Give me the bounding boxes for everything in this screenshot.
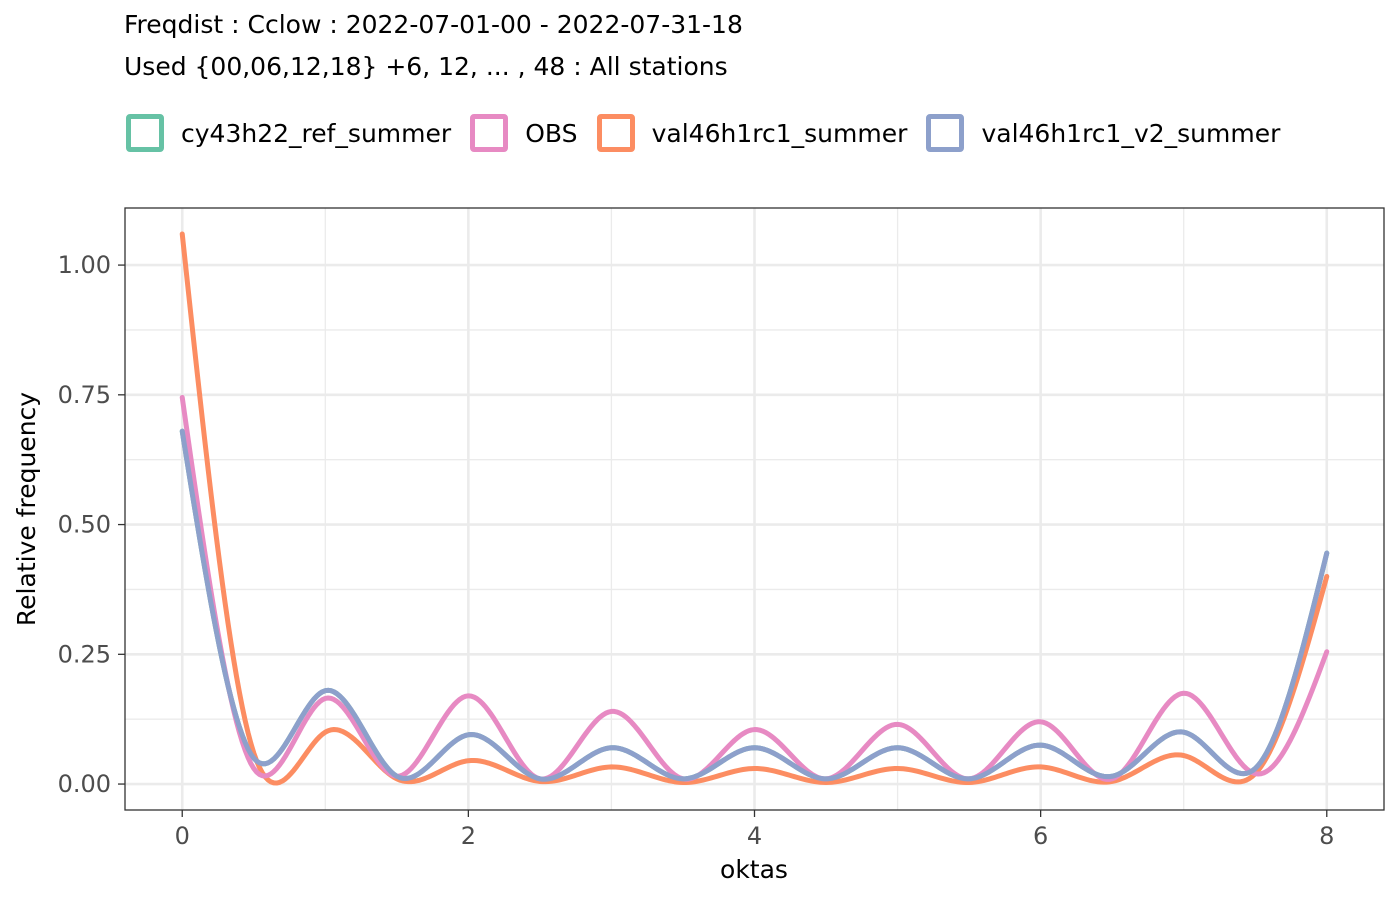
y-axis: 0.00 0.25 0.50 0.75 1.00 <box>58 251 125 798</box>
legend-item-val46h1rc1-summer: val46h1rc1_summer <box>596 114 908 152</box>
grid-major <box>125 208 1384 810</box>
y-tick-label: 1.00 <box>58 251 111 279</box>
legend: cy43h22_ref_summer OBS val46h1rc1_summer… <box>126 114 1294 160</box>
series-line-val46h1rc1-summer <box>179 231 1330 786</box>
legend-key-val46h1rc1-summer <box>596 114 635 152</box>
legend-label-obs: OBS <box>525 118 578 148</box>
legend-label-val46h1rc1-v2-summer: val46h1rc1_v2_summer <box>981 118 1281 148</box>
x-tick-label: 6 <box>1033 822 1048 850</box>
x-tick-label: 8 <box>1319 822 1334 850</box>
series-lines <box>179 231 1330 786</box>
chart-title: Freqdist : Cclow : 2022-07-01-00 - 2022-… <box>124 10 743 39</box>
legend-key-obs <box>470 114 509 152</box>
legend-key-cy43h22-ref-summer <box>126 114 164 152</box>
x-axis-title: oktas <box>720 855 788 884</box>
x-tick-label: 0 <box>175 822 190 850</box>
y-tick-label: 0.25 <box>58 640 111 668</box>
y-tick-label: 0.00 <box>58 770 111 798</box>
y-axis-title: Relative frequency <box>12 392 41 626</box>
x-tick-label: 2 <box>461 822 476 850</box>
y-tick-label: 0.75 <box>58 381 111 409</box>
legend-item-obs: OBS <box>470 114 578 152</box>
series-line-obs <box>179 394 1330 782</box>
x-axis: 0 2 4 6 8 <box>175 810 1334 850</box>
y-tick-label: 0.50 <box>58 511 111 539</box>
x-tick-label: 4 <box>747 822 762 850</box>
chart-subtitle: Used {00,06,12,18} +6, 12, ... , 48 : Al… <box>124 52 728 81</box>
legend-label-val46h1rc1-summer: val46h1rc1_summer <box>651 118 908 148</box>
legend-item-cy43h22-ref-summer: cy43h22_ref_summer <box>126 114 451 152</box>
legend-label-cy43h22-ref-summer: cy43h22_ref_summer <box>181 118 452 148</box>
legend-key-val46h1rc1-v2-summer <box>926 114 965 152</box>
legend-item-val46h1rc1-v2-summer: val46h1rc1_v2_summer <box>926 114 1280 152</box>
series-line-val46h1rc1-v2-summer <box>179 428 1330 782</box>
